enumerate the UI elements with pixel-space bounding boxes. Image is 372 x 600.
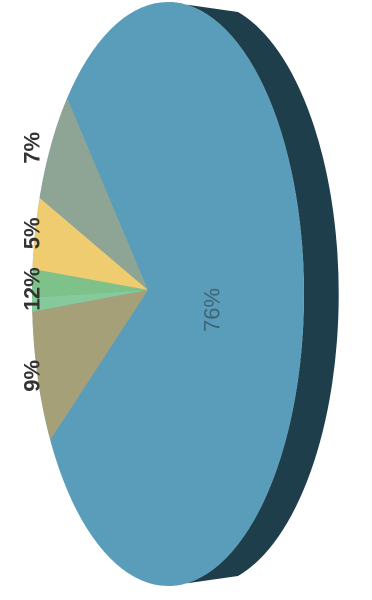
slice-label-9: 9% [20,360,45,392]
pie-depth-side [168,2,339,586]
slice-label-2: 2% [20,267,45,299]
slice-label-5: 5% [20,217,45,249]
slice-label-7: 7% [20,132,45,164]
pie-slice-2 [31,269,148,298]
slice-label-1: 1 [20,299,45,311]
pie-slice-1 [32,290,149,312]
pie-slice-5 [32,197,148,290]
slice-label-76: 76% [200,288,225,332]
pie-slice-9 [32,290,148,440]
pie-slice-7 [39,98,148,290]
pie-slice-76 [32,2,304,586]
